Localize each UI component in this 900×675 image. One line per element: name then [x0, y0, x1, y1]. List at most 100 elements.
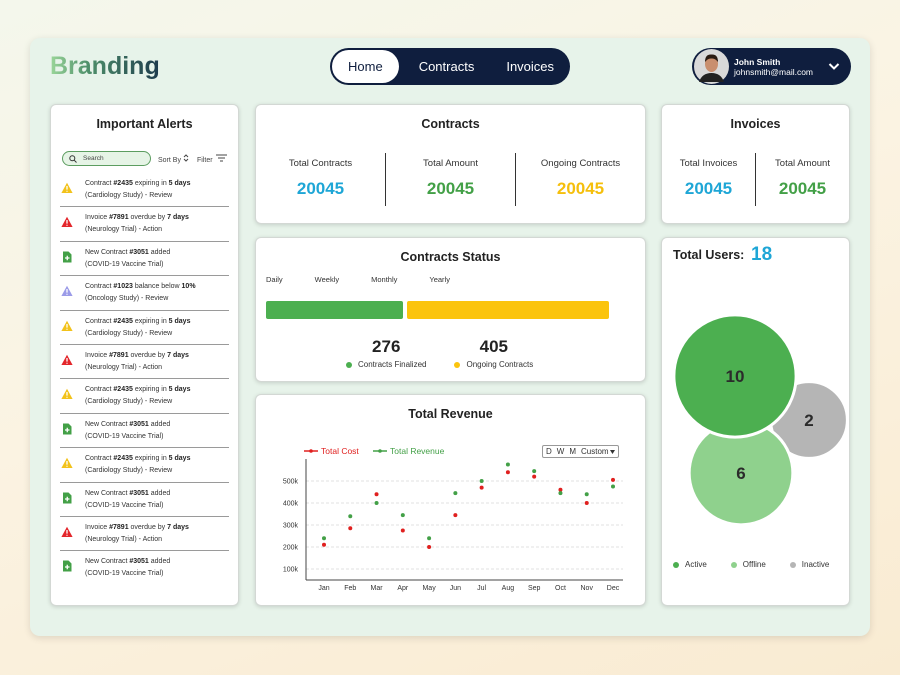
x-tick-label: Sep: [528, 585, 541, 592]
alert-line: Contract #1023 balance below 10%: [85, 281, 196, 293]
legend-dot: [789, 561, 796, 568]
alert-item[interactable]: Invoice #7891 overdue by 7 days (Neurolog…: [60, 207, 229, 242]
alert-text-part: #3051: [129, 558, 149, 566]
user-email: johnsmith@mail.com: [734, 67, 814, 77]
status-value: 405: [479, 337, 509, 356]
data-point: [400, 528, 405, 533]
legend-label: Total Cost: [321, 446, 359, 456]
user-menu[interactable]: John Smith johnsmith@mail.com: [692, 48, 851, 85]
sort-icon: [183, 154, 189, 162]
status-legend: Ongoing Contracts: [454, 360, 533, 369]
alert-item[interactable]: Contract #1023 balance below 10% (Oncolog…: [60, 276, 229, 311]
alert-item[interactable]: Invoice #7891 overdue by 7 days (Neurolog…: [60, 345, 229, 380]
alert-icon: [61, 457, 73, 469]
stat-value: 20045: [296, 179, 345, 198]
alert-text: New Contract #3051 added (COVID-19 Vaccin…: [85, 419, 170, 443]
alert-text-part: #3051: [129, 489, 149, 497]
nav-item[interactable]: Contracts: [418, 59, 475, 74]
data-point: [584, 501, 589, 505]
alert-text-part: expiring in: [132, 386, 169, 394]
period-tab[interactable]: Daily: [266, 275, 283, 284]
alert-text-part: Contract: [85, 455, 114, 463]
alert-item[interactable]: New Contract #3051 added (COVID-19 Vaccin…: [60, 242, 229, 277]
alert-detail: (COVID-19 Vaccine Trial): [85, 501, 164, 509]
alert-line: Contract #2435 expiring in 5 days: [85, 384, 190, 396]
alert-text-part: Contract: [85, 386, 114, 394]
data-point: [374, 501, 379, 505]
x-tick-label: Aug: [502, 585, 515, 592]
legend-dot: [309, 449, 313, 453]
bubble-label: 6: [736, 464, 745, 483]
nav-item[interactable]: Home: [332, 50, 399, 83]
alert-text-part: 7 days: [167, 214, 189, 222]
stat-value: 20045: [556, 179, 605, 198]
range-button[interactable]: Custom: [581, 447, 609, 456]
alert-item[interactable]: New Contract #3051 added (COVID-19 Vaccin…: [60, 551, 229, 585]
alert-text: Invoice #7891 overdue by 7 days (Neurolog…: [85, 522, 189, 546]
status-numbers: 276 Contracts Finalized 405 Ongoing Contrac…: [346, 337, 533, 369]
x-tick-label: Mar: [371, 585, 384, 592]
filter-button[interactable]: Filter: [197, 154, 227, 164]
alert-detail: (Neurology Trial) - Action: [85, 226, 163, 234]
data-point: [532, 469, 537, 474]
alert-item[interactable]: Contract #2435 expiring in 5 days (Cardio…: [60, 448, 229, 483]
alert-detail: (COVID-19 Vaccine Trial): [85, 432, 164, 440]
legend-item: Inactive: [789, 560, 829, 569]
avatar: [694, 49, 729, 84]
alert-text-part: Invoice: [85, 523, 110, 531]
icon-detail: [65, 496, 70, 501]
alert-text: Contract #1023 balance below 10% (Oncolog…: [85, 281, 196, 305]
alerts-card: Important Alerts Search Sort By Filter C…: [50, 104, 239, 606]
card-title: Important Alerts: [96, 117, 193, 131]
alert-detail: (Oncology Study) - Review: [85, 295, 169, 303]
sort-button[interactable]: Sort By: [158, 154, 189, 164]
alert-text-part: #7891: [109, 523, 129, 531]
alert-text-part: added: [148, 489, 171, 497]
alert-item[interactable]: Contract #2435 expiring in 5 days (Cardio…: [60, 311, 229, 345]
nav-item[interactable]: Invoices: [506, 59, 555, 74]
nav-bar: Home Contracts Invoices: [330, 48, 570, 85]
alert-text-part: New Contract: [85, 489, 130, 497]
alert-line: Invoice #7891 overdue by 7 days: [85, 350, 189, 362]
alert-icon: [61, 389, 73, 400]
alert-item[interactable]: Contract #2435 expiring in 5 days (Cardio…: [60, 173, 229, 208]
dropdown-icon: [609, 449, 615, 454]
data-point: [505, 470, 510, 475]
alert-icon: [61, 182, 73, 193]
data-point: [322, 536, 326, 541]
alert-icon: [61, 320, 73, 331]
alert-text-part: #7891: [109, 214, 129, 222]
alert-text-part: New Contract: [85, 420, 130, 428]
stat-value: 20045: [778, 179, 827, 198]
range-button[interactable]: M: [569, 447, 577, 456]
y-tick-label: 100k: [283, 567, 299, 574]
alert-text-part: New Contract: [85, 248, 130, 256]
alert-text-part: Invoice: [85, 351, 110, 359]
x-tick-label: May: [422, 585, 436, 592]
alert-detail: (Cardiology Study) - Review: [85, 467, 173, 475]
range-button[interactable]: W: [556, 447, 565, 456]
alert-text-part: 5 days: [168, 180, 191, 187]
dropdown-chevron[interactable]: [828, 62, 840, 71]
alert-line: New Contract #3051 added: [85, 247, 170, 259]
alert-text-part: #2435: [113, 386, 133, 394]
alert-item[interactable]: Contract #2435 expiring in 5 days (Cardio…: [60, 379, 229, 414]
alert-item[interactable]: New Contract #3051 added (COVID-19 Vaccin…: [60, 414, 229, 449]
alert-item[interactable]: Invoice #7891 overdue by 7 days (Neurolog…: [60, 517, 229, 552]
alert-text: Invoice #7891 overdue by 7 days (Neurolog…: [85, 350, 189, 374]
period-tab[interactable]: Weekly: [314, 275, 340, 284]
alert-item[interactable]: New Contract #3051 added (COVID-19 Vaccin…: [60, 483, 229, 517]
data-point: [611, 477, 615, 482]
period-tab[interactable]: Yearly: [429, 275, 450, 284]
legend-dot: [730, 561, 737, 568]
period-tab[interactable]: Monthly: [371, 275, 398, 284]
range-button[interactable]: D: [546, 447, 552, 456]
bubble-label: 2: [804, 411, 813, 430]
card-title: Contracts Status: [400, 250, 501, 264]
legend-label: Active: [685, 560, 707, 569]
x-tick-label: Jun: [450, 585, 461, 592]
x-tick-label: Feb: [344, 585, 356, 592]
alert-text-part: Contract: [85, 180, 114, 187]
card-title: Invoices: [730, 117, 781, 131]
search-box[interactable]: Search: [62, 151, 151, 166]
